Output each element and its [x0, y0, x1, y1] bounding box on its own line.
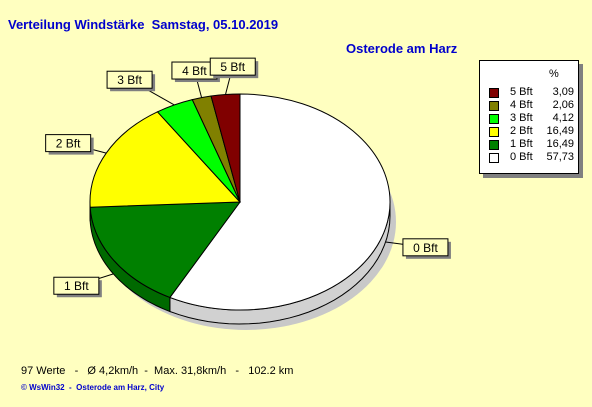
legend-label: 2 Bft [510, 125, 533, 137]
label-box-5-bft [209, 57, 256, 76]
label-box-0-bft [402, 238, 449, 257]
legend-swatch [489, 127, 499, 137]
slice-labels: 0 Bft 1 Bft 2 Bft 3 Bft 4 Bft 5 Bft [45, 57, 451, 298]
legend-swatch [489, 153, 499, 163]
chart-location: Osterode am Harz [346, 41, 458, 56]
chart-title: Verteilung Windstärke Samstag, 05.10.201… [8, 17, 279, 32]
slice-label-2-bft: 2 Bft [56, 137, 81, 151]
legend-label: 5 Bft [510, 86, 533, 98]
legend-item-1-bft: 1 Bft 16,49 [486, 138, 574, 150]
slice-1-bft [89, 201, 242, 299]
legend-label: 1 Bft [510, 138, 533, 150]
slice-label-1-bft: 1 Bft [64, 279, 89, 293]
legend-swatch [489, 101, 499, 111]
legend-item-3-bft: 3 Bft 4,12 [486, 112, 574, 124]
slice-5-bft [210, 93, 241, 203]
slice-label-0-bft: 0 Bft [413, 241, 438, 255]
legend-value: 57,73 [546, 151, 574, 163]
legend-header: % [549, 68, 559, 80]
legend-label: 3 Bft [510, 112, 533, 124]
legend-value: 16,49 [546, 138, 574, 150]
slice-label-3-bft: 3 Bft [117, 73, 142, 87]
label-box-3-bft [106, 70, 153, 89]
label-box-2-bft [45, 134, 92, 153]
legend-item-0-bft: 0 Bft 57,73 [486, 151, 574, 163]
legend-value: 3,09 [552, 86, 574, 98]
pie-top [89, 93, 391, 311]
slice-label-5-bft: 5 Bft [220, 60, 245, 74]
label-box-1-bft [53, 276, 100, 295]
legend-item-4-bft: 4 Bft 2,06 [486, 99, 574, 111]
legend: % 5 Bft 3,09 4 Bft 2,06 3 Bft 4,12 2 Bft… [479, 60, 579, 174]
legend-swatch [489, 140, 499, 150]
legend-label: 0 Bft [510, 151, 533, 163]
legend-swatch [489, 114, 499, 124]
slice-label-4-bft: 4 Bft [182, 64, 207, 78]
legend-value: 2,06 [552, 99, 574, 111]
stats-line: 97 Werte - Ø 4,2km/h - Max. 31,8km/h - 1… [21, 365, 294, 377]
legend-item-5-bft: 5 Bft 3,09 [486, 86, 574, 98]
legend-value: 16,49 [546, 125, 574, 137]
legend-value: 4,12 [552, 112, 574, 124]
slice-0-bft [169, 93, 391, 311]
footer-credit: © WsWin32 - Osterode am Harz, City [21, 383, 165, 392]
legend-label: 4 Bft [510, 99, 533, 111]
legend-swatch [489, 88, 499, 98]
legend-item-2-bft: 2 Bft 16,49 [486, 125, 574, 137]
